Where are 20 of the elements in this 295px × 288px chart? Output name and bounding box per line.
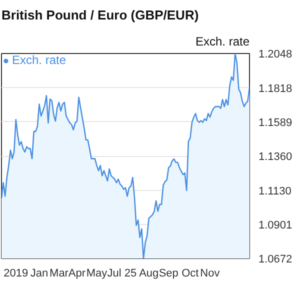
x-tick-label: Sep <box>158 268 178 280</box>
y-tick-label: 1.1589 <box>258 116 292 129</box>
y-tick-label: 1.0901 <box>258 219 292 232</box>
x-tick-label: 2019 <box>4 268 28 280</box>
x-tick-label: Jan <box>30 268 48 280</box>
x-tick-label: Apr <box>68 268 86 280</box>
x-tick-label: May <box>86 268 108 280</box>
y-axis-title: Exch. rate <box>195 34 250 48</box>
x-tick-label: Aug <box>139 268 159 280</box>
y-tick-label: 1.2048 <box>258 48 292 60</box>
x-tick-label: Nov <box>200 268 220 280</box>
y-tick-label: 1.0672 <box>258 254 292 266</box>
y-tick-label: 1.1130 <box>258 185 292 198</box>
y-tick-label: 1.1360 <box>258 151 292 163</box>
y-tick-label: 1.1818 <box>258 82 292 95</box>
x-tick-label: Mar <box>50 268 69 280</box>
legend-label: Exch. rate <box>12 53 66 67</box>
chart-title: British Pound / Euro (GBP/EUR) <box>2 8 199 22</box>
x-tick-label: Jul 25 <box>107 268 137 280</box>
x-tick-label: Oct <box>182 268 199 280</box>
